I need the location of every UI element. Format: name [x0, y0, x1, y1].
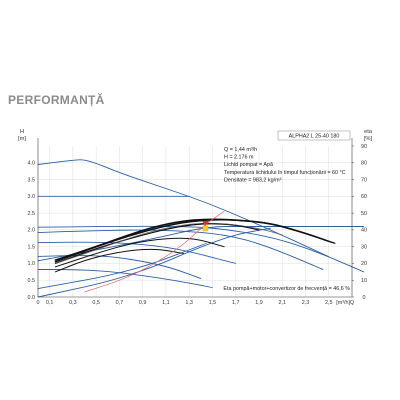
info-line: Q = 1,44 m³/h: [224, 147, 257, 153]
y-left-tick-label: 1.0: [28, 261, 36, 267]
y-right-tick-label: 0: [363, 295, 366, 301]
y-left-tick-label: 1.5: [28, 244, 36, 250]
section-title: PERFORMANȚĂ: [8, 93, 105, 107]
duty-point-marker-yellow: [202, 225, 209, 232]
curve-black-14: [54, 248, 184, 273]
x-tick-label: 2,1: [278, 300, 286, 306]
curve-black-12: [54, 223, 260, 264]
x-tick-label: 0,1: [46, 300, 54, 306]
efficiency-note: Eta pompă+motor+convertizor de frecvență…: [223, 286, 350, 292]
curve-blue-8: [37, 242, 208, 290]
curve-black-13: [54, 237, 225, 268]
x-tick-label: 2,3: [302, 300, 310, 306]
model-box: [277, 130, 351, 141]
x-tick-label: 0,5: [92, 300, 100, 306]
y-right-tick-label: 20: [361, 261, 367, 267]
y-left-tick-label: 2.0: [28, 228, 36, 234]
y-left-tick-label: 4.0: [28, 161, 36, 167]
info-line: Lichid pompat = Apă: [224, 162, 273, 168]
info-line: Temperatura lichidului în timpul funcțio…: [224, 170, 346, 176]
y-right-tick-label: 30: [361, 244, 367, 250]
curve-black-11: [54, 219, 295, 263]
y-right-tick-label: 60: [361, 194, 367, 200]
curve-blue-5: [37, 255, 202, 279]
y-left-tick-label: 0.0: [28, 295, 36, 301]
curve-blue-0: [37, 159, 330, 258]
y-left-tick-label: 3.5: [28, 177, 36, 183]
curve-red-16: [84, 211, 225, 293]
x-tick-label: 0,3: [69, 300, 77, 306]
curve-blue-3: [37, 229, 324, 270]
y-right-tick-label: 90: [361, 144, 367, 150]
y-right-tick-label: 50: [361, 211, 367, 217]
x-tick-label: 0,7: [116, 300, 124, 306]
curve-blue-6: [37, 269, 213, 289]
info-line: Densitate = 983,2 kg/m³: [224, 177, 282, 183]
x-tick-label: 1,1: [162, 300, 170, 306]
curve-blue-9: [37, 227, 272, 298]
y-right-tick-label: 10: [361, 278, 367, 284]
y-right-axis-unit: [%]: [364, 136, 373, 142]
x-tick-label: 1,9: [255, 300, 263, 306]
x-tick-label: 1,3: [185, 300, 193, 306]
curve-blue-2: [37, 225, 365, 273]
x-tick-label: Q: [350, 300, 354, 306]
series-layer: [37, 159, 365, 298]
y-right-tick-label: 40: [361, 228, 367, 234]
y-left-tick-label: 2.5: [28, 211, 36, 217]
x-tick-label: 0,9: [139, 300, 147, 306]
info-line: H = 2.176 m: [224, 155, 254, 161]
y-right-tick-label: 80: [361, 161, 367, 167]
y-left-axis-title: H: [20, 129, 24, 135]
y-left-tick-label: 0.5: [28, 278, 36, 284]
x-tick-label: 2,5: [325, 300, 333, 306]
x-tick-label: 1,5: [209, 300, 217, 306]
y-right-axis-title: eta: [364, 129, 373, 135]
y-left-tick-label: 3.0: [28, 194, 36, 200]
x-axis-unit: [m³/h]: [336, 300, 350, 306]
x-tick-label: 1,7: [232, 300, 240, 306]
y-left-axis-unit: [m]: [18, 136, 26, 142]
y-right-tick-label: 70: [361, 177, 367, 183]
axes-layer: [37, 138, 354, 298]
x-tick-label: 0: [37, 300, 40, 306]
duty-point-marker-red: [201, 220, 209, 226]
label-layer: 0.0 0.5 1.0 1.5 2.0 2.5 3.0 3.5 4.0 0 0,1 0,3 0,5 0,7…: [18, 129, 373, 306]
model-name: ALPHA2 L 25-40 180: [289, 133, 340, 139]
curve-gray-15: [55, 222, 283, 264]
